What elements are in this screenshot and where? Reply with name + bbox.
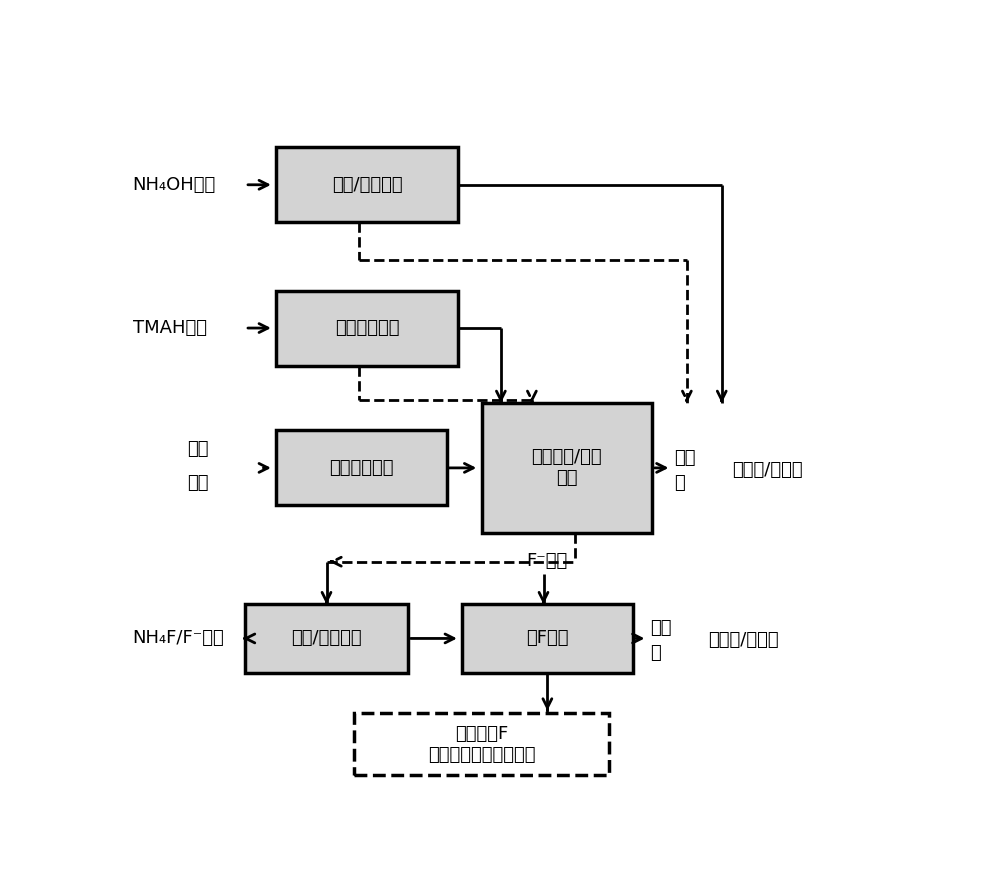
FancyArrowPatch shape: [633, 634, 641, 643]
FancyArrowPatch shape: [717, 391, 726, 401]
FancyArrowPatch shape: [543, 699, 552, 710]
FancyArrowPatch shape: [248, 181, 268, 190]
FancyArrowPatch shape: [682, 391, 691, 401]
FancyArrowPatch shape: [331, 557, 341, 566]
Bar: [276, 291, 458, 366]
Text: NH₄OH废水: NH₄OH废水: [133, 175, 216, 194]
Text: 端: 端: [674, 474, 684, 492]
Bar: [245, 604, 408, 672]
Bar: [276, 147, 458, 222]
FancyArrowPatch shape: [248, 323, 268, 332]
Bar: [354, 713, 609, 775]
Text: 去氧化剂系统: 去氧化剂系统: [329, 459, 394, 477]
Text: 综合: 综合: [187, 439, 208, 458]
Text: 去F系统: 去F系统: [526, 629, 569, 648]
FancyArrowPatch shape: [245, 634, 255, 643]
Text: TMAH废水: TMAH废水: [133, 319, 207, 337]
Text: 脱气/吸收系统: 脱气/吸收系统: [291, 629, 362, 648]
Text: NH₄F/F⁻废水: NH₄F/F⁻废水: [133, 629, 224, 648]
Text: 出水: 出水: [674, 448, 695, 467]
Text: 生物无氧/有氧
系统: 生物无氧/有氧 系统: [531, 448, 602, 487]
FancyArrowPatch shape: [411, 634, 454, 643]
Text: （回收/排放）: （回收/排放）: [708, 632, 778, 649]
FancyArrowPatch shape: [655, 463, 665, 472]
Text: F⁻废水: F⁻废水: [527, 552, 568, 571]
FancyArrowPatch shape: [449, 463, 473, 472]
FancyArrowPatch shape: [539, 593, 548, 602]
Bar: [482, 403, 652, 532]
Bar: [276, 431, 447, 505]
FancyArrowPatch shape: [322, 593, 331, 602]
Text: 废水: 废水: [187, 474, 208, 492]
Bar: [462, 604, 633, 672]
Text: 生物厌氧系统: 生物厌氧系统: [335, 319, 399, 337]
FancyArrowPatch shape: [527, 391, 536, 401]
Text: 浓排端去F
（废水处理排放）系统: 浓排端去F （废水处理排放）系统: [428, 725, 535, 764]
Text: 脱气/吸收系统: 脱气/吸收系统: [332, 175, 402, 194]
Text: 端: 端: [650, 644, 660, 663]
FancyArrowPatch shape: [496, 391, 505, 401]
FancyArrowPatch shape: [259, 463, 268, 472]
Text: 出水: 出水: [650, 619, 671, 637]
Text: （回收/排放）: （回收/排放）: [732, 461, 802, 479]
